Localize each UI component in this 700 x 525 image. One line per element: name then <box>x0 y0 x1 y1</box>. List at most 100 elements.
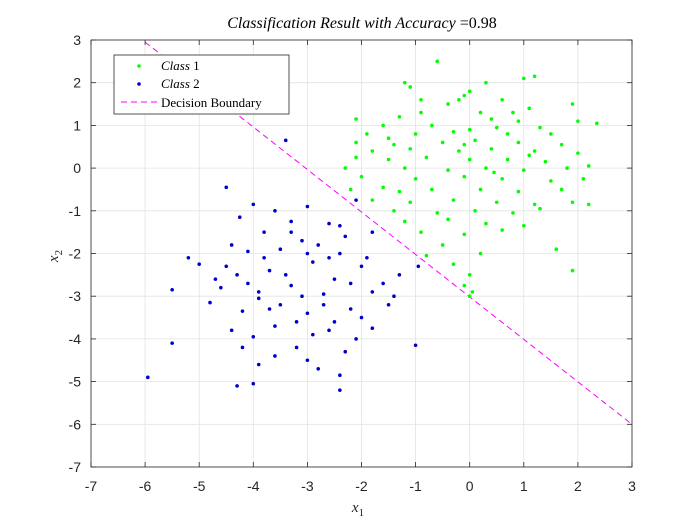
class-2-point <box>170 341 174 345</box>
class-1-point <box>543 159 548 164</box>
class-2-point <box>321 292 326 296</box>
class-1-point <box>478 251 483 256</box>
class-1-point <box>532 202 537 207</box>
legend: Class 1 Class 2 Decision Boundary <box>113 54 290 115</box>
class-1-point <box>473 138 477 143</box>
class-1-point <box>451 130 456 134</box>
y-tick-label: 0 <box>73 160 81 176</box>
class-1-point <box>413 132 418 136</box>
class-2-point <box>267 268 272 273</box>
x-tick-label: 3 <box>628 478 636 494</box>
class-1-point <box>348 187 353 192</box>
class-2-point <box>354 198 358 202</box>
class-2-point <box>273 324 277 328</box>
class-1-point <box>494 125 499 130</box>
class-1-point <box>467 157 472 162</box>
class-2-point <box>321 302 326 307</box>
class-1-point <box>370 198 375 202</box>
class-1-point <box>527 106 532 111</box>
class-1-point <box>500 97 504 102</box>
class-2-point <box>235 384 239 388</box>
class-1-point <box>440 140 445 145</box>
class-1-point <box>408 85 412 89</box>
legend-class-2-marker <box>137 82 141 86</box>
x-tick-label: 1 <box>520 478 528 494</box>
class-1-point <box>424 155 429 160</box>
class-1-point <box>370 149 375 153</box>
class-2-point <box>186 255 191 260</box>
class-2-point <box>224 185 229 190</box>
class-2-point <box>219 285 223 290</box>
class-2-point <box>300 294 304 299</box>
class-1-point <box>522 168 526 173</box>
class-2-point <box>370 230 375 234</box>
x-tick-label: 0 <box>466 478 474 494</box>
class-1-point <box>505 157 510 162</box>
class-1-point <box>462 142 467 147</box>
class-1-point <box>489 147 494 151</box>
class-2-point <box>300 238 304 243</box>
class-1-point <box>484 80 488 85</box>
class-2-point <box>348 307 353 311</box>
class-2-point <box>327 255 331 260</box>
class-2-point <box>305 311 310 316</box>
class-1-point <box>484 221 488 226</box>
class-2-point <box>305 358 310 363</box>
class-2-point <box>278 302 283 307</box>
class-2-point <box>397 273 402 277</box>
class-1-point <box>419 230 423 234</box>
class-1-point <box>527 153 532 158</box>
class-1-point <box>489 117 494 121</box>
y-tick-label: 3 <box>73 32 81 48</box>
class-1-point <box>343 166 348 170</box>
x-axis-label-text: x <box>351 500 359 516</box>
x-tick-label: -3 <box>301 478 314 494</box>
class-1-point <box>478 110 483 115</box>
class-2-point <box>273 354 277 358</box>
chart-title-text: Classification Result with Accuracy <box>227 15 456 32</box>
class-2-point <box>370 290 375 294</box>
class-1-point <box>500 228 504 232</box>
legend-class-2-label: Class 2 <box>161 76 200 91</box>
legend-class-1-text: Class <box>161 58 190 73</box>
chart-title-value: =0.98 <box>460 15 497 32</box>
y-tick-label: -4 <box>69 331 82 347</box>
class-1-point <box>354 140 358 145</box>
class-2-point <box>311 332 315 337</box>
class-2-point <box>278 247 283 252</box>
class-1-point <box>532 74 537 79</box>
class-1-point <box>392 209 396 213</box>
class-1-point <box>381 123 385 128</box>
class-2-point <box>305 251 310 256</box>
class-1-point <box>359 174 364 179</box>
class-1-point <box>430 123 434 128</box>
y-tick-label: 1 <box>73 117 81 133</box>
class-2-point <box>294 345 299 350</box>
class-1-point <box>419 97 423 102</box>
class-1-point <box>473 209 477 213</box>
class-2-point <box>237 215 242 220</box>
class-2-point <box>386 302 391 307</box>
class-2-point <box>267 307 272 311</box>
class-1-point <box>565 166 569 170</box>
x-axis-ticks: -7 -6 -5 -4 -3 -2 -1 0 1 2 3 <box>85 40 636 494</box>
class-1-point <box>516 119 521 123</box>
class-1-point <box>430 187 434 192</box>
class-2-point <box>251 381 256 386</box>
class-2-point <box>235 273 239 277</box>
y-tick-label: -2 <box>69 246 82 262</box>
class-1-point <box>457 149 461 153</box>
class-2-point <box>359 315 364 320</box>
class-1-point <box>467 127 472 132</box>
class-2-point <box>213 277 218 281</box>
class-2-point <box>316 366 321 371</box>
legend-box <box>113 54 290 115</box>
class-1-point <box>446 168 450 173</box>
class-1-point <box>467 89 472 94</box>
class-2-point <box>229 328 234 333</box>
class-1-point <box>516 189 521 194</box>
class-1-point <box>467 294 472 299</box>
class-2-point <box>251 202 256 207</box>
class-2-point <box>327 221 331 226</box>
